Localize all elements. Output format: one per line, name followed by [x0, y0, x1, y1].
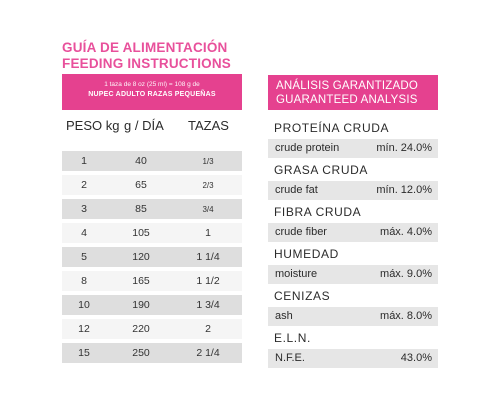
cell-peso: 8	[81, 275, 87, 287]
cell-tazas: 1 3/4	[196, 299, 220, 311]
cell-tazas: 1 1/4	[196, 251, 220, 263]
nutrient-row: crude protein mín. 24.0%	[268, 139, 438, 158]
nutrient-name: crude fiber	[275, 226, 327, 238]
feeding-title-es: GUÍA DE ALIMENTACIÓN	[62, 40, 228, 55]
analysis-banner: ANÁLISIS GARANTIZADO GUARANTEED ANALYSIS	[268, 75, 438, 110]
nutrient-row: crude fat mín. 12.0%	[268, 181, 438, 200]
cell-grams: 105	[132, 227, 150, 239]
nutrient-value: mín. 24.0%	[376, 142, 432, 154]
nutrient-row: crude fiber máx. 4.0%	[268, 223, 438, 242]
feeding-title: GUÍA DE ALIMENTACIÓN FEEDING INSTRUCTION…	[62, 40, 252, 72]
column-header-g-dia: g / DÍA	[124, 118, 164, 133]
cell-tazas: 1	[205, 227, 211, 239]
nutrient-label: GRASA CRUDA	[274, 163, 368, 177]
nfe-name: N.F.E.	[275, 352, 305, 364]
cell-peso: 12	[78, 323, 90, 335]
nutrient-value: mín. 12.0%	[376, 184, 432, 196]
cell-tazas: 3/4	[202, 205, 214, 214]
cell-peso: 5	[81, 251, 87, 263]
cell-peso: 2	[81, 179, 87, 191]
nutrient-label: CENIZAS	[274, 289, 331, 303]
nutrient-name: crude fat	[275, 184, 318, 196]
cup-conversion-note: 1 taza de 8 oz (25 ml) = 108 g de	[104, 81, 200, 88]
cell-peso: 1	[81, 155, 87, 167]
analysis-table: PROTEÍNA CRUDA crude protein mín. 24.0% …	[268, 118, 438, 370]
cell-tazas: 2	[205, 323, 211, 335]
feeding-banner: 1 taza de 8 oz (25 ml) = 108 g de NUPEC …	[62, 74, 242, 110]
nutrient-value: máx. 8.0%	[380, 310, 432, 322]
cell-peso: 4	[81, 227, 87, 239]
table-row: 10 190 1 3/4	[62, 295, 242, 315]
nutrient-value: máx. 9.0%	[380, 268, 432, 280]
analysis-title-es: ANÁLISIS GARANTIZADO	[276, 80, 419, 92]
table-row: 5 120 1 1/4	[62, 247, 242, 267]
cell-peso: 15	[78, 347, 90, 359]
cell-grams: 190	[132, 299, 150, 311]
table-row: 15 250 2 1/4	[62, 343, 242, 363]
cell-peso: 3	[81, 203, 87, 215]
cell-grams: 250	[132, 347, 150, 359]
table-row: 1 40 1/3	[62, 151, 242, 171]
nutrient-label: HUMEDAD	[274, 247, 339, 261]
cell-tazas: 1 1/2	[196, 275, 220, 287]
nfe-row: N.F.E. 43.0%	[268, 349, 438, 368]
column-header-peso: PESO kg	[66, 118, 120, 133]
table-row: 8 165 1 1/2	[62, 271, 242, 291]
cell-tazas: 1/3	[202, 157, 214, 166]
cell-grams: 165	[132, 275, 150, 287]
product-name: NUPEC ADULTO RAZAS PEQUEÑAS	[88, 91, 216, 98]
nutrient-label: PROTEÍNA CRUDA	[274, 121, 390, 135]
nutrient-label: FIBRA CRUDA	[274, 205, 362, 219]
cell-grams: 120	[132, 251, 150, 263]
nutrient-row: ash máx. 8.0%	[268, 307, 438, 326]
cell-grams: 65	[135, 179, 147, 191]
feeding-table: 1 40 1/3 2 65 2/3 3 85 3/4 4 105 1 5 120…	[62, 151, 242, 367]
table-row: 12 220 2	[62, 319, 242, 339]
table-row: 4 105 1	[62, 223, 242, 243]
table-row: 2 65 2/3	[62, 175, 242, 195]
cell-grams: 40	[135, 155, 147, 167]
nutrient-name: ash	[275, 310, 293, 322]
column-header-tazas: TAZAS	[188, 118, 229, 133]
nfe-value: 43.0%	[400, 352, 432, 364]
cell-tazas: 2/3	[202, 181, 214, 190]
eln-label: E.L.N.	[274, 331, 311, 345]
table-row: 3 85 3/4	[62, 199, 242, 219]
nutrient-name: crude protein	[275, 142, 340, 154]
nutrient-name: moisture	[275, 268, 318, 280]
cell-peso: 10	[78, 299, 90, 311]
cell-grams: 220	[132, 323, 150, 335]
analysis-title-en: GUARANTEED ANALYSIS	[276, 94, 418, 106]
feeding-title-en: FEEDING INSTRUCTIONS	[62, 56, 232, 71]
cell-tazas: 2 1/4	[196, 347, 220, 359]
nutrient-row: moisture máx. 9.0%	[268, 265, 438, 284]
cell-grams: 85	[135, 203, 147, 215]
nutrient-value: máx. 4.0%	[380, 226, 432, 238]
